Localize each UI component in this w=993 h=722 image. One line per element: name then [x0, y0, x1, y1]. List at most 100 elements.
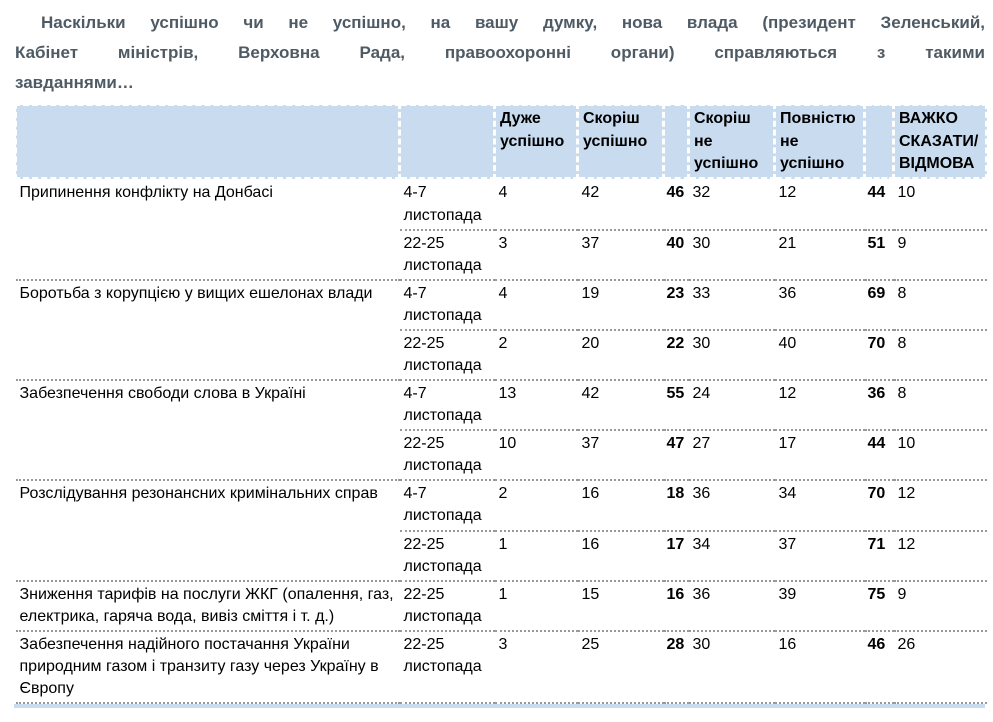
- cell-rather-successful: 20: [577, 328, 664, 381]
- cell-total-successful: 18: [663, 479, 689, 531]
- column-header-fully-unsuccessful: Повністю не успішно: [773, 103, 866, 181]
- header-row: Дуже успішно Скоріш успішно Скоріш не ус…: [14, 103, 988, 181]
- cell-rather-successful: 16: [577, 479, 664, 531]
- column-header-task: [14, 103, 401, 181]
- cell-total-unsuccessful: 51: [864, 228, 894, 280]
- cell-total-successful: 22: [663, 328, 689, 381]
- cell-rather-unsuccessful: 24: [688, 379, 775, 431]
- title-line: завданнями…: [15, 72, 134, 92]
- cell-total-unsuccessful: 46: [864, 629, 894, 704]
- cell-fully-unsuccessful: 12: [778, 184, 797, 202]
- cell-date: 4-7 листопада: [403, 184, 482, 224]
- cell-total-unsuccessful: 70: [864, 479, 894, 531]
- cell-fully-unsuccessful: 12: [774, 379, 865, 431]
- cell-rather-successful: 19: [577, 278, 664, 330]
- next-table-header-strip: [14, 704, 985, 709]
- cell-total-successful: 23: [663, 278, 689, 330]
- cell-rather-unsuccessful: 36: [688, 579, 775, 631]
- table-row: Боротьба з корупцією у вищих ешелонах вл…: [15, 278, 987, 381]
- cell-fully-unsuccessful: 36: [774, 278, 865, 330]
- cell-total-successful: 17: [663, 529, 689, 581]
- cell-date: 22-25 листопада: [399, 328, 495, 381]
- table-row: 22-25 листопада 1 16 17 34 37 71 12: [16, 529, 987, 581]
- survey-question-title: Наскільки успішно чи не успішно, на вашу…: [15, 8, 985, 97]
- cell-very-successful: 1: [494, 579, 578, 631]
- table-row: Забезпечення свободи слова в Україні 4-7…: [15, 379, 987, 481]
- cell-very-successful: 13: [494, 379, 578, 431]
- cell-very-successful: 10: [494, 429, 578, 481]
- cell-rather-unsuccessful: 30: [688, 328, 775, 381]
- cell-total-unsuccessful: 70: [864, 328, 894, 381]
- table-row: Зниження тарифів на послуги ЖКГ (опаленн…: [15, 579, 987, 631]
- cell-total-successful: 40: [663, 228, 689, 280]
- cell-very-successful: 3: [494, 629, 578, 704]
- cell-very-successful: 2: [494, 479, 578, 531]
- survey-results-table: Дуже успішно Скоріш успішно Скоріш не ус…: [14, 103, 988, 705]
- cell-very-successful: 4: [498, 184, 508, 202]
- cell-task: Забезпечення надійного постачання Україн…: [15, 629, 400, 704]
- cell-rather-unsuccessful: 36: [688, 479, 775, 531]
- cell-very-successful: 4: [494, 278, 578, 330]
- cell-date: 4-7 листопада: [399, 479, 495, 531]
- cell-fully-unsuccessful: 21: [774, 228, 865, 280]
- cell-total-successful: 47: [663, 429, 689, 481]
- cell-task: Боротьба з корупцією у вищих ешелонах вл…: [15, 278, 400, 381]
- cell-hard-to-say: 9: [893, 579, 987, 631]
- cell-hard-to-say: 26: [893, 629, 987, 704]
- column-header-hard-to-say: ВАЖКО СКАЗАТИ/ ВІДМОВА: [892, 103, 988, 181]
- cell-hard-to-say: 10: [893, 429, 987, 481]
- cell-hard-to-say: 10: [897, 184, 916, 202]
- cell-task: Забезпечення свободи слова в Україні: [15, 379, 400, 481]
- cell-date: 22-25 листопада: [399, 579, 495, 631]
- cell-hard-to-say: 8: [893, 379, 987, 431]
- column-header-total-unsuccessful: [863, 103, 895, 181]
- cell-rather-unsuccessful: 30: [688, 228, 775, 280]
- cell-rather-successful: 25: [577, 629, 664, 704]
- cell-total-successful: 46: [666, 184, 685, 202]
- cell-rather-successful: 37: [577, 228, 664, 280]
- cell-task: Розслідування резонансних кримінальних с…: [15, 479, 400, 581]
- cell-total-successful: 55: [663, 379, 689, 431]
- cell-rather-successful: 15: [577, 579, 664, 631]
- table-row: Забезпечення надійного постачання Україн…: [15, 629, 987, 704]
- cell-hard-to-say: 8: [893, 278, 987, 330]
- cell-total-unsuccessful: 44: [864, 429, 894, 481]
- cell-fully-unsuccessful: 37: [774, 529, 865, 581]
- cell-total-unsuccessful: 69: [864, 278, 894, 330]
- cell-very-successful: 2: [494, 328, 578, 381]
- cell-rather-unsuccessful: 30: [688, 629, 775, 704]
- column-header-rather-unsuccessful: Скоріш не успішно: [687, 103, 776, 181]
- table-row: 22-25 листопада 10 37 47 27 17 44 10: [16, 429, 987, 481]
- cell-date: 4-7 листопада: [399, 278, 495, 330]
- cell-fully-unsuccessful: 40: [774, 328, 865, 381]
- cell-hard-to-say: 8: [893, 328, 987, 381]
- cell-rather-successful: 16: [577, 529, 664, 581]
- cell-rather-unsuccessful: 32: [692, 184, 711, 202]
- cell-date: 22-25 листопада: [399, 429, 495, 481]
- cell-very-successful: 3: [494, 228, 578, 280]
- cell-rather-unsuccessful: 34: [688, 529, 775, 581]
- table-row: Розслідування резонансних кримінальних с…: [15, 479, 987, 581]
- cell-fully-unsuccessful: 17: [774, 429, 865, 481]
- cell-rather-unsuccessful: 27: [688, 429, 775, 481]
- title-line: Кабінет міністрів, Верховна Рада, правоо…: [15, 42, 985, 62]
- cell-fully-unsuccessful: 39: [774, 579, 865, 631]
- cell-rather-successful: 42: [581, 184, 600, 202]
- cell-hard-to-say: 12: [893, 479, 987, 531]
- cell-date: 22-25 листопада: [399, 529, 495, 581]
- cell-rather-successful: 42: [577, 379, 664, 431]
- cell-total-unsuccessful: 71: [864, 529, 894, 581]
- cell-fully-unsuccessful: 16: [774, 629, 865, 704]
- column-header-total-successful: [662, 103, 690, 181]
- table-row: Припинення конфлікту на Донбасі 4-7 лист…: [16, 179, 987, 230]
- cell-hard-to-say: 12: [893, 529, 987, 581]
- cell-task: Припинення конфлікту на Донбасі: [19, 184, 273, 202]
- column-header-date: [398, 103, 496, 181]
- cell-date: 4-7 листопада: [399, 379, 495, 431]
- column-header-very-successful: Дуже успішно: [493, 103, 579, 181]
- column-header-rather-successful: Скоріш успішно: [576, 103, 665, 181]
- table-row: 22-25 листопада 2 20 22 30 40 70 8: [16, 328, 987, 381]
- cell-task: Зниження тарифів на послуги ЖКГ (опаленн…: [15, 579, 400, 631]
- cell-very-successful: 1: [494, 529, 578, 581]
- cell-total-unsuccessful: 36: [864, 379, 894, 431]
